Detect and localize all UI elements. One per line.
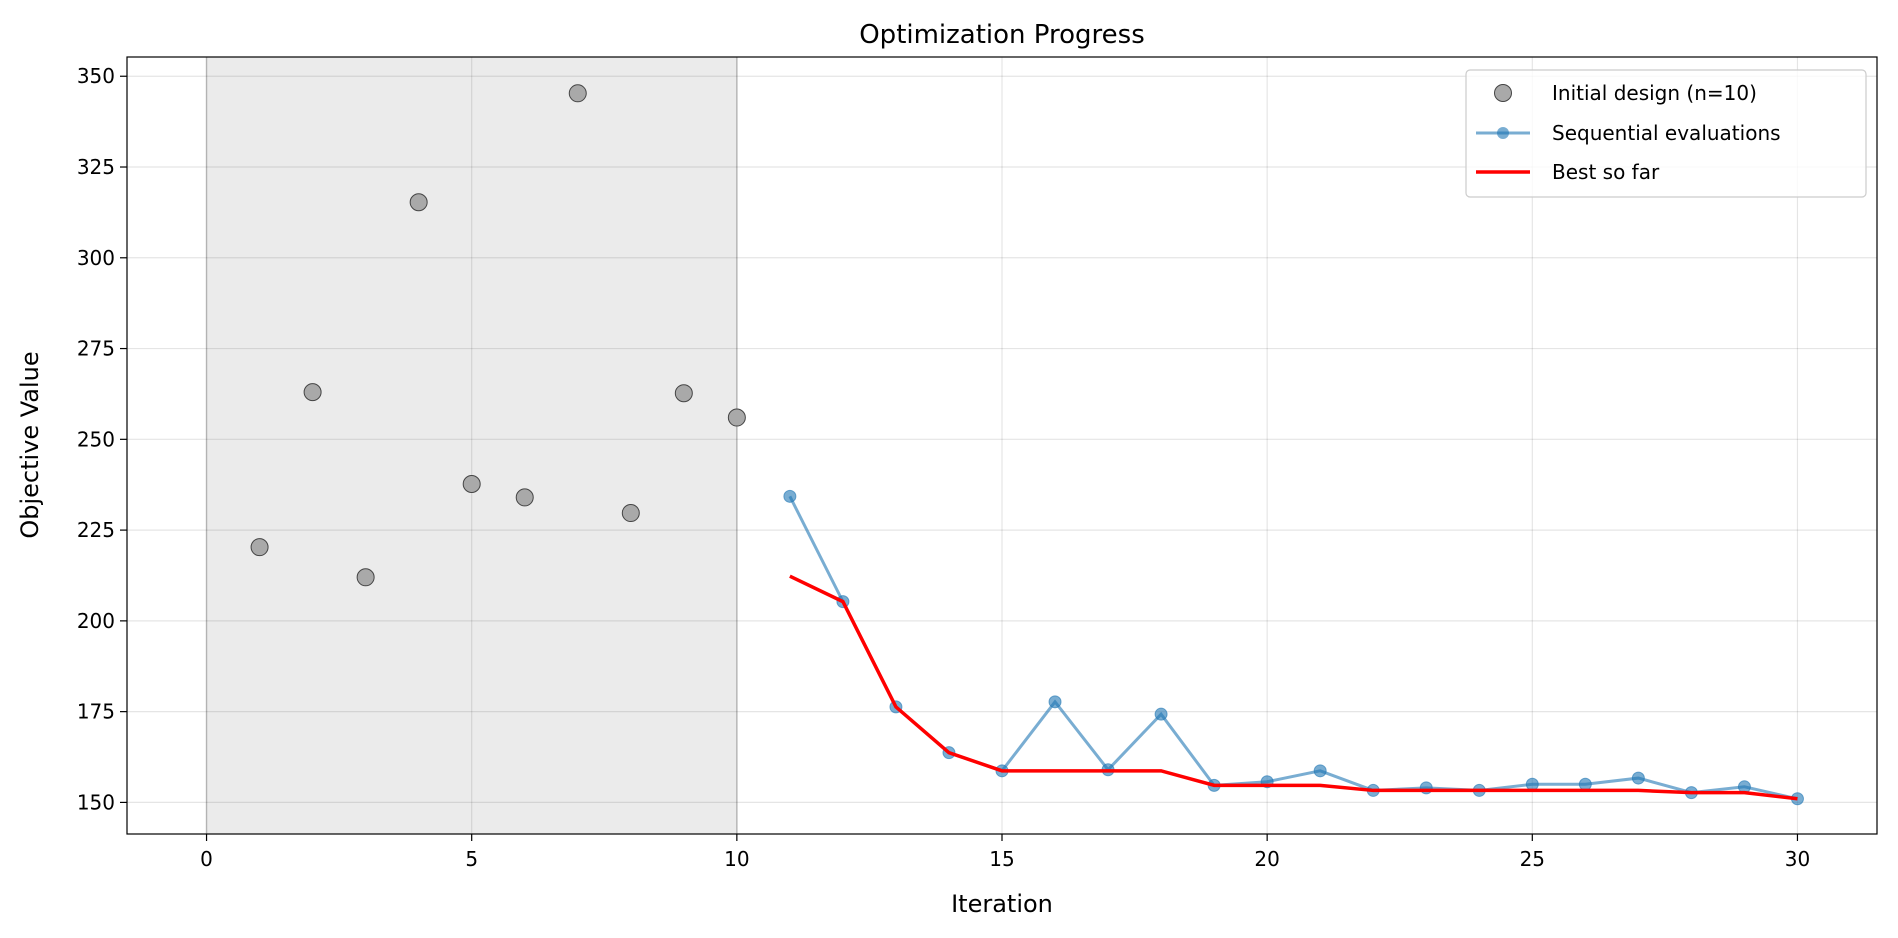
x-tick-label: 10 xyxy=(724,847,749,871)
x-tick-label: 25 xyxy=(1520,847,1545,871)
x-tick-label: 5 xyxy=(465,847,478,871)
initial-design-point xyxy=(250,538,269,557)
y-axis-label: Objective Value xyxy=(16,351,44,538)
sequential-evaluation-point xyxy=(1154,707,1168,721)
x-axis-label: Iteration xyxy=(951,890,1053,918)
best-so-far-line xyxy=(789,574,1798,801)
initial-design-point xyxy=(356,568,375,587)
x-tick-label: 0 xyxy=(200,847,213,871)
y-tick-label: 350 xyxy=(77,64,115,88)
x-tick-label: 15 xyxy=(989,847,1014,871)
legend-label: Initial design (n=10) xyxy=(1552,81,1757,105)
y-tick-label: 275 xyxy=(77,337,115,361)
legend-marker-initial xyxy=(1494,84,1512,102)
y-tick-label: 150 xyxy=(77,790,115,814)
sequential-evaluation-point xyxy=(783,489,797,503)
initial-design-point xyxy=(674,384,693,403)
sequential-evaluation-point xyxy=(1048,695,1062,709)
y-tick-label: 250 xyxy=(77,427,115,451)
x-tick-label: 30 xyxy=(1785,847,1810,871)
legend: Initial design (n=10) Sequential evaluati… xyxy=(1465,69,1867,198)
initial-design-point xyxy=(621,504,640,523)
sequential-evaluation-point xyxy=(1631,771,1645,785)
sequential-evaluations-line xyxy=(788,495,1798,801)
y-tick-label: 325 xyxy=(77,155,115,179)
legend-box xyxy=(1465,69,1867,198)
legend-marker-sequential xyxy=(1497,127,1509,139)
initial-design-point xyxy=(727,408,746,427)
x-tick-label: 20 xyxy=(1254,847,1279,871)
y-tick-label: 225 xyxy=(77,518,115,542)
sequential-evaluation-point xyxy=(1578,777,1592,791)
initial-design-point xyxy=(568,84,587,103)
y-tick-label: 200 xyxy=(77,609,115,633)
initial-design-region xyxy=(206,57,737,834)
initial-design-point xyxy=(409,193,428,212)
initial-design-point xyxy=(303,383,322,402)
sequential-evaluation-point xyxy=(1313,764,1327,778)
initial-design-point xyxy=(515,488,534,507)
y-tick-label: 300 xyxy=(77,246,115,270)
legend-label: Sequential evaluations xyxy=(1552,121,1781,145)
legend-label: Best so far xyxy=(1552,160,1660,184)
y-tick-label: 175 xyxy=(77,700,115,724)
sequential-evaluation-point xyxy=(1525,777,1539,791)
chart-title: Optimization Progress xyxy=(859,20,1145,50)
initial-design-point xyxy=(462,474,481,493)
